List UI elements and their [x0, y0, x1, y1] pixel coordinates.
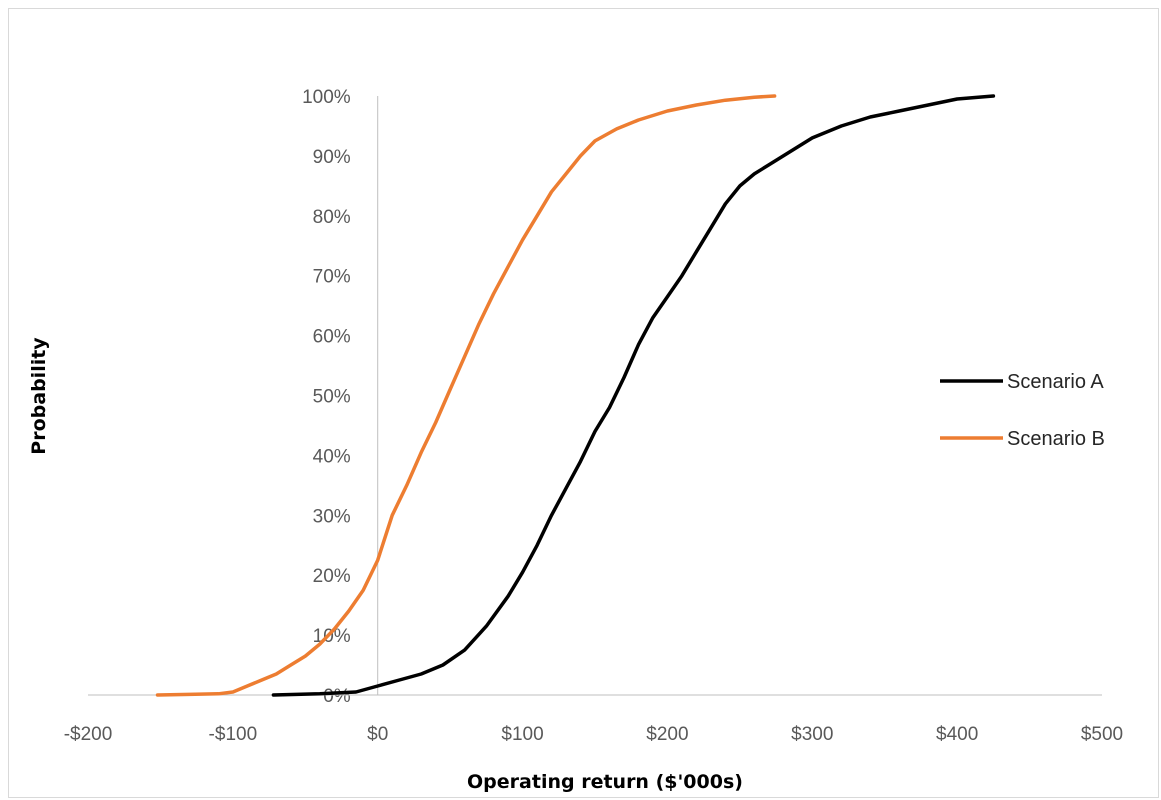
legend-label: Scenario B: [1007, 428, 1105, 450]
x-tick-label: -$100: [209, 724, 258, 745]
y-axis-ticks: 0%10%20%30%40%50%60%70%80%90%100%: [302, 87, 351, 707]
x-tick-label: -$200: [64, 724, 113, 745]
x-tick-label: $300: [791, 724, 833, 745]
x-axis-ticks: -$200 -$100 $0 $100 $200 $300 $400 $500: [64, 724, 1123, 745]
chart-frame: [8, 8, 1159, 798]
x-tick-label: $400: [936, 724, 978, 745]
y-tick-label: 100%: [302, 87, 351, 108]
x-axis-title: Operating return ($'000s): [467, 771, 743, 793]
y-tick-label: 0%: [323, 686, 351, 707]
y-tick-label: 80%: [313, 207, 351, 228]
y-tick-label: 50%: [313, 387, 351, 408]
series-layer: [155, 94, 996, 697]
x-tick-label: $100: [501, 724, 543, 745]
y-tick-label: 40%: [313, 446, 351, 467]
x-tick-label: $0: [367, 724, 388, 745]
x-tick-label: $200: [646, 724, 688, 745]
y-axis-title: Probability: [28, 337, 50, 455]
x-tick-label: $500: [1081, 724, 1123, 745]
legend: Scenario A Scenario B: [940, 371, 1105, 450]
y-tick-label: 20%: [313, 566, 351, 587]
series-line-scenario-b: [155, 94, 777, 697]
y-tick-label: 30%: [313, 506, 351, 527]
y-tick-label: 90%: [313, 147, 351, 168]
legend-label: Scenario A: [1007, 371, 1104, 393]
series-line-scenario-a: [271, 94, 996, 697]
y-tick-label: 70%: [313, 267, 351, 288]
y-tick-label: 60%: [313, 327, 351, 348]
